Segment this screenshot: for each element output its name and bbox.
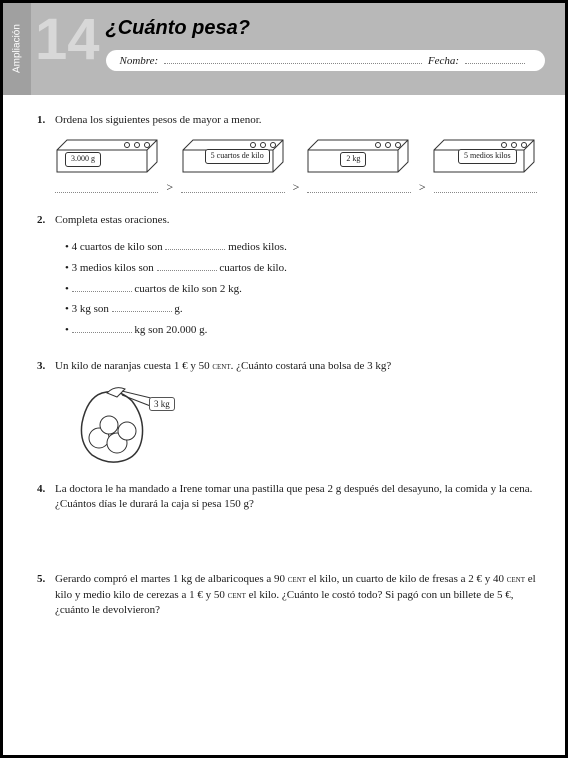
q4-prompt: La doctora le ha mandado a Irene tomar u… [55, 482, 537, 513]
date-label: Fecha: [428, 55, 459, 67]
q3-cent: cent [212, 361, 230, 372]
weight-label-3: 2 kg [340, 152, 366, 167]
name-label: Nombre: [120, 55, 159, 67]
price-tag: 3 kg [149, 397, 175, 411]
q5-cent1: cent [288, 574, 306, 585]
q3-prompt-a: Un kilo de naranjas cuesta 1 € y 50 [55, 360, 212, 372]
weight-label-4: 5 medios kilos [458, 149, 517, 164]
q2-b1b: medios kilos. [225, 241, 286, 253]
order-slot-2[interactable] [181, 183, 284, 193]
unit-number: 14 [31, 3, 100, 95]
q2-number: 2. [37, 213, 55, 228]
q5-p2: el kilo, un cuarto de kilo de fresas a 2… [306, 573, 507, 585]
weight-block-4: 5 medios kilos [432, 138, 537, 174]
q4-number: 4. [37, 482, 55, 513]
question-3: 3. Un kilo de naranjas cuesta 1 € y 50 c… [37, 359, 537, 467]
gt-2: > [293, 180, 300, 195]
q2-blank-3[interactable] [72, 284, 132, 292]
order-slot-4[interactable] [434, 183, 537, 193]
weight-block-3: 2 kg [306, 138, 411, 174]
q2-b4a: • 3 kg son [65, 303, 112, 315]
q1-prompt: Ordena los siguientes pesos de mayor a m… [55, 113, 262, 128]
q2-b4b: g. [172, 303, 183, 315]
question-4: 4. La doctora le ha mandado a Irene toma… [37, 482, 537, 513]
q3-number: 3. [37, 359, 55, 374]
order-slot-3[interactable] [307, 183, 410, 193]
q5-p1: Gerardo compró el martes 1 kg de albaric… [55, 573, 288, 585]
worksheet-header: Ampliación 14 ¿Cuánto pesa? Nombre: Fech… [3, 3, 565, 95]
weight-block-2: 5 cuartos de kilo [181, 138, 286, 174]
q3-prompt-b: . ¿Cuánto costará una bolsa de 3 kg? [231, 360, 392, 372]
q2-b2a: • 3 medios kilos son [65, 262, 157, 274]
orange-bag-illustration: 3 kg [67, 383, 187, 468]
question-2: 2. Completa estas oraciones. • 4 cuartos… [37, 213, 537, 341]
q2-b5b: kg son 20.000 g. [132, 324, 208, 336]
worksheet-title: ¿Cuánto pesa? [106, 17, 545, 40]
order-row: > > > [55, 180, 537, 195]
q2-prompt: Completa estas oraciones. [55, 213, 170, 228]
q5-cent3: cent [228, 590, 246, 601]
title-area: ¿Cuánto pesa? Nombre: Fecha: [100, 3, 565, 95]
q2-b3a: • [65, 283, 72, 295]
question-1: 1. Ordena los siguientes pesos de mayor … [37, 113, 537, 195]
question-5: 5. Gerardo compró el martes 1 kg de alba… [37, 572, 537, 618]
q5-number: 5. [37, 572, 55, 618]
q2-bullets: • 4 cuartos de kilo son medios kilos. • … [65, 237, 537, 341]
weight-label-2: 5 cuartos de kilo [205, 149, 270, 164]
q2-b2b: cuartos de kilo. [217, 262, 287, 274]
q1-number: 1. [37, 113, 55, 128]
q2-blank-1[interactable] [165, 242, 225, 250]
q2-b5a: • [65, 324, 72, 336]
worksheet-body: 1. Ordena los siguientes pesos de mayor … [3, 95, 565, 619]
name-field[interactable] [164, 54, 422, 64]
name-date-row: Nombre: Fecha: [106, 50, 545, 71]
q2-b1a: • 4 cuartos de kilo son [65, 241, 165, 253]
gt-3: > [419, 180, 426, 195]
q2-b3b: cuartos de kilo son 2 kg. [132, 283, 242, 295]
weight-label-1: 3.000 g [65, 152, 101, 167]
q3-prompt: Un kilo de naranjas cuesta 1 € y 50 cent… [55, 359, 391, 374]
q5-cent2: cent [507, 574, 525, 585]
q2-blank-4[interactable] [112, 304, 172, 312]
weight-block-1: 3.000 g [55, 138, 160, 174]
q2-blank-5[interactable] [72, 325, 132, 333]
date-field[interactable] [465, 54, 525, 64]
weights-row: 3.000 g 5 cuartos de kilo 2 kg 5 medios … [55, 138, 537, 174]
gt-1: > [166, 180, 173, 195]
order-slot-1[interactable] [55, 183, 158, 193]
q2-blank-2[interactable] [157, 263, 217, 271]
q5-prompt: Gerardo compró el martes 1 kg de albaric… [55, 572, 537, 618]
section-tab: Ampliación [3, 3, 31, 95]
